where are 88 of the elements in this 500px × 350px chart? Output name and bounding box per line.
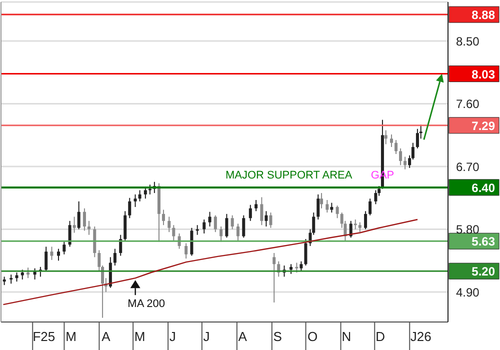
candlestick	[202, 219, 206, 234]
candlestick	[316, 194, 320, 220]
annotation: MAJOR SUPPORT AREA	[225, 169, 353, 182]
x-tick-label: J	[169, 329, 176, 344]
candlestick	[269, 212, 272, 228]
candlestick	[87, 220, 90, 236]
candlestick	[93, 226, 96, 258]
candlestick	[242, 214, 246, 238]
candlestick	[254, 199, 258, 212]
candlestick	[399, 148, 402, 166]
candlestick	[82, 208, 86, 232]
candlestick	[260, 196, 264, 226]
candlestick	[330, 202, 334, 214]
ref-line-label: 8.03	[472, 67, 496, 82]
y-tick-label: 4.90	[456, 285, 480, 300]
x-tick-label: J	[203, 329, 210, 344]
candlestick	[144, 186, 147, 200]
x-tick-label: J26	[410, 329, 432, 344]
x-tick-label: F25	[32, 329, 56, 344]
candlestick	[295, 262, 298, 273]
candlestick	[248, 204, 252, 222]
x-tick-label: M	[66, 329, 76, 344]
candlestick	[184, 242, 188, 260]
candlestick	[354, 219, 357, 230]
candlestick	[225, 213, 228, 238]
candlestick	[72, 216, 76, 234]
candlestick	[214, 214, 217, 233]
candlestick	[10, 274, 13, 284]
candlestick	[77, 200, 80, 230]
candlestick	[320, 192, 324, 209]
candlestick	[264, 210, 268, 227]
candlestick	[134, 194, 137, 208]
candlestick	[374, 190, 378, 205]
candlestick	[390, 134, 394, 148]
y-tick-label: 7.60	[456, 97, 480, 112]
candlestick	[368, 198, 372, 216]
candlestick	[300, 260, 303, 272]
candlestick	[168, 216, 171, 233]
candlestick	[394, 140, 398, 154]
candlestick	[349, 220, 352, 238]
ref-line-label: 8.88	[472, 8, 496, 22]
candlestick	[290, 264, 293, 274]
x-tick-label: M	[134, 329, 146, 344]
x-tick-label: N	[342, 329, 352, 344]
annotation: MA 200	[128, 298, 165, 310]
candlestick	[15, 272, 18, 282]
candlestick	[304, 238, 308, 266]
candlestick	[208, 211, 212, 227]
candlestick	[236, 223, 240, 241]
ref-line-label: 5.63	[472, 234, 496, 249]
candlestick	[416, 128, 419, 149]
candlestick	[162, 209, 165, 226]
x-tick-label: S	[273, 329, 282, 344]
candlestick	[404, 156, 407, 170]
candlestick	[384, 130, 388, 145]
candlestick	[230, 214, 234, 230]
candlestick	[68, 220, 72, 248]
x-tick-label: D	[376, 329, 385, 344]
candlestick	[57, 248, 60, 262]
y-tick-label: 5.80	[456, 222, 480, 237]
candlestick	[220, 226, 223, 242]
x-tick-label: A	[238, 329, 248, 344]
y-tick-label: 8.50	[456, 34, 480, 48]
candlestick	[272, 252, 276, 303]
candlestick	[44, 246, 48, 272]
candlestick	[364, 210, 368, 230]
line-series	[2, 218, 418, 306]
candlestick	[50, 246, 54, 260]
candlestick	[358, 222, 362, 233]
candlestick	[20, 269, 24, 280]
ref-line-label: 5.20	[472, 264, 496, 279]
x-tick-label: A	[102, 329, 111, 344]
candlestick	[172, 224, 176, 241]
candlestick	[62, 241, 66, 255]
candlestick	[138, 190, 142, 202]
candlestick	[26, 267, 30, 279]
candlestick	[326, 199, 329, 214]
candlestick	[128, 197, 132, 219]
candlestick	[336, 205, 339, 219]
candlestick	[190, 227, 194, 256]
candlestick	[108, 256, 112, 288]
ref-line-label: 6.40	[472, 180, 496, 195]
candlestick	[113, 248, 116, 266]
y-tick-label: 6.70	[456, 160, 480, 174]
ref-line-label: 7.29	[472, 118, 496, 133]
x-tick-label: O	[307, 329, 318, 344]
candlestick	[124, 210, 127, 241]
candlestick	[119, 234, 122, 256]
